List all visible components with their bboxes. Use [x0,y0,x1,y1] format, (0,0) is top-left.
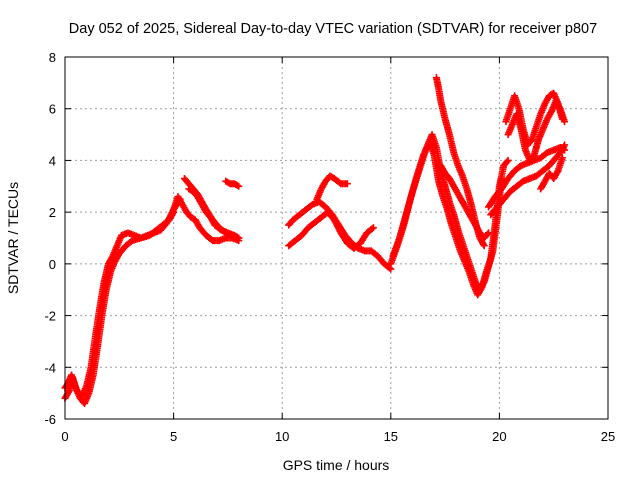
data-series [222,177,243,190]
data-series [313,172,351,203]
data-series [437,162,493,242]
data-point [498,175,506,183]
data-point [235,234,243,242]
y-tick-label: 2 [49,205,56,220]
x-tick-label: 5 [170,429,177,444]
chart-title: Day 052 of 2025, Sidereal Day-to-day VTE… [69,21,597,37]
y-tick-labels: -6 -4 -2 0 2 4 6 8 [44,50,56,427]
data-series [185,185,243,242]
data-series [504,97,569,164]
x-tick-label: 15 [384,429,398,444]
y-tick-label: 8 [49,50,56,65]
x-tick-label: 25 [601,429,615,444]
data-point [343,180,351,188]
data-point [235,182,243,190]
y-tick-label: 4 [49,153,56,168]
y-tick-label: 0 [49,257,56,272]
data-point [558,154,566,162]
data-series [389,131,506,294]
data-series [537,154,566,193]
axis-ticks [64,56,609,420]
y-tick-label: -4 [44,360,56,375]
data-points [61,74,569,407]
data-point [561,118,569,126]
grid [65,57,608,419]
x-axis-label: GPS time / hours [283,457,390,473]
plot-frame [64,56,609,420]
data-series [61,195,184,400]
data-point [369,224,377,232]
data-point [385,264,393,272]
data-point [368,225,376,233]
x-tick-label: 20 [492,429,506,444]
data-point [561,141,569,149]
data-point [503,158,511,166]
data-series [487,141,569,219]
data-point [504,156,512,164]
data-point [480,242,488,250]
data-point [233,181,241,189]
x-tick-label: 0 [61,429,68,444]
data-point [483,230,491,238]
y-tick-label: -6 [44,412,56,427]
y-axis-label: SDTVAR / TECUs [5,182,21,294]
y-tick-label: -2 [44,309,56,324]
y-tick-label: 6 [49,102,56,117]
data-series [285,208,377,252]
x-tick-labels: 0 5 10 15 20 25 [61,429,615,444]
data-point [485,229,493,237]
data-point [233,233,241,241]
x-tick-label: 10 [275,429,289,444]
